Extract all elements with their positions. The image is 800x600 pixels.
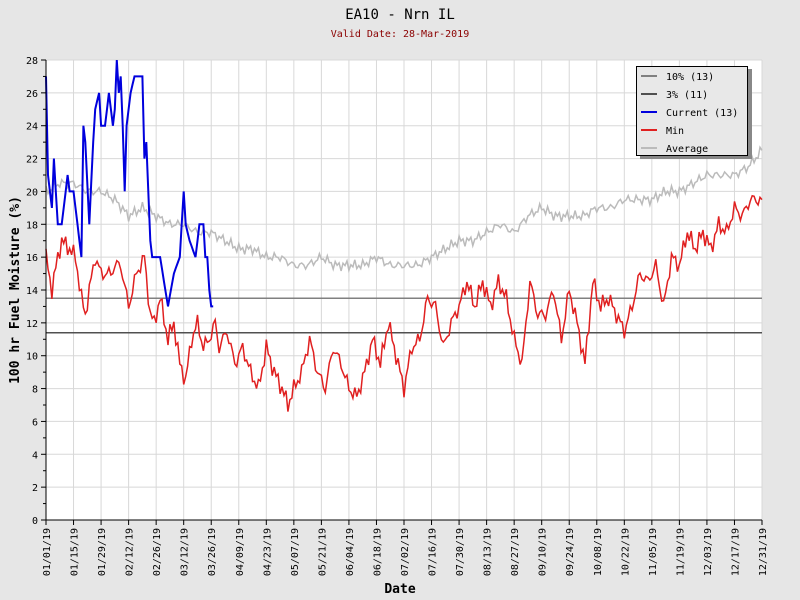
x-tick-label: 01/29/19: [97, 528, 108, 576]
y-tick-label: 22: [26, 155, 38, 166]
series-line-average: [45, 145, 763, 274]
x-tick-label: 11/05/19: [648, 528, 659, 576]
legend-label: Min: [666, 126, 684, 137]
x-tick-label: 07/16/19: [428, 528, 439, 576]
x-tick-label: 11/19/19: [675, 528, 686, 576]
x-tick-label: 04/23/19: [262, 528, 273, 576]
x-tick-label: 03/26/19: [207, 528, 218, 576]
x-tick-label: 06/04/19: [345, 528, 356, 576]
y-tick-label: 26: [26, 89, 38, 100]
x-axis-label: Date: [384, 582, 415, 597]
y-tick-label: 18: [26, 220, 38, 231]
x-tick-label: 01/01/19: [42, 528, 53, 576]
y-tick-label: 4: [32, 450, 38, 461]
threshold-lines: [46, 297, 762, 334]
y-tick-label: 20: [26, 187, 38, 198]
chart-subtitle: Valid Date: 28-Mar-2019: [331, 29, 469, 40]
y-tick-label: 16: [26, 253, 38, 264]
x-tick-label: 04/09/19: [235, 528, 246, 576]
x-tick-label: 07/30/19: [455, 528, 466, 576]
legend-label: 3% (11): [666, 90, 708, 101]
y-tick-label: 24: [26, 122, 38, 133]
x-tick-label: 08/27/19: [510, 528, 521, 576]
x-ticks: 01/01/19 01/15/19 01/29/19 02/12/19 02/26/19…: [42, 520, 769, 576]
series-line-min: [45, 194, 763, 412]
y-tick-label: 10: [26, 352, 38, 363]
x-tick-label: 08/13/19: [483, 528, 494, 576]
x-tick-label: 12/17/19: [730, 528, 741, 576]
y-tick-label: 6: [32, 417, 38, 428]
x-tick-label: 03/12/19: [180, 528, 191, 576]
y-tick-label: 28: [26, 56, 38, 67]
legend-label: 10% (13): [666, 72, 714, 83]
x-tick-label: 01/15/19: [70, 528, 81, 576]
x-tick-label: 05/21/19: [317, 528, 328, 576]
y-tick-label: 14: [26, 286, 38, 297]
series-lines: [45, 59, 763, 412]
x-tick-label: 06/18/19: [372, 528, 383, 576]
chart-title: EA10 - Nrn IL: [345, 7, 455, 23]
x-tick-label: 02/12/19: [125, 528, 136, 576]
y-tick-label: 2: [32, 483, 38, 494]
x-tick-label: 09/10/19: [538, 528, 549, 576]
legend-label: Average: [666, 144, 708, 155]
x-tick-label: 10/22/19: [620, 528, 631, 576]
x-tick-label: 09/24/19: [565, 528, 576, 576]
x-tick-label: 10/08/19: [593, 528, 604, 576]
legend: 10% (13) 3% (11) Current (13) Min Average: [636, 66, 752, 159]
y-tick-label: 8: [32, 385, 38, 396]
x-tick-label: 02/26/19: [152, 528, 163, 576]
series-line-current: [45, 59, 214, 308]
y-axis-label: 100 hr Fuel Moisture (%): [8, 196, 23, 384]
x-tick-label: 07/02/19: [400, 528, 411, 576]
x-tick-label: 05/07/19: [290, 528, 301, 576]
y-tick-label: 0: [32, 516, 38, 527]
x-tick-label: 12/31/19: [758, 528, 769, 576]
legend-label: Current (13): [666, 108, 738, 119]
x-tick-label: 12/03/19: [703, 528, 714, 576]
y-tick-label: 12: [26, 319, 38, 330]
